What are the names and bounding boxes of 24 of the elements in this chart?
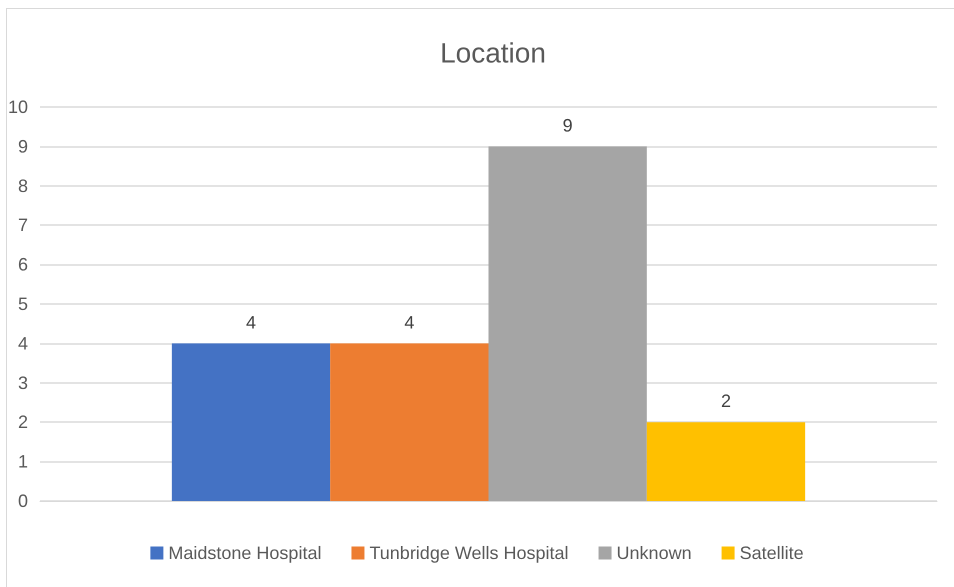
- y-tick-label: 5: [18, 294, 28, 314]
- legend-label: Tunbridge Wells Hospital: [369, 543, 569, 563]
- y-tick-label: 1: [18, 452, 28, 472]
- y-tick-label: 6: [18, 254, 28, 275]
- bar: [330, 343, 488, 501]
- bar: [646, 422, 806, 501]
- y-tick-label: 0: [18, 491, 28, 511]
- y-tick-label: 4: [18, 333, 28, 354]
- data-label: 4: [246, 312, 256, 332]
- data-label: 4: [404, 312, 414, 332]
- y-tick-label: 10: [8, 97, 28, 117]
- y-tick-label: 3: [18, 372, 28, 393]
- bar: [488, 146, 647, 501]
- legend-label: Satellite: [740, 543, 804, 563]
- data-label: 2: [720, 391, 731, 412]
- y-tick-label: 2: [18, 412, 28, 432]
- data-label: 9: [562, 115, 573, 136]
- y-tick-label: 7: [18, 215, 28, 236]
- legend-label: Unknown: [616, 543, 692, 563]
- y-tick-label: 9: [18, 136, 28, 156]
- legend-label: Maidstone Hospital: [168, 543, 322, 563]
- chart-title: Location: [440, 38, 546, 68]
- y-tick-label: 8: [18, 176, 28, 196]
- bar: [172, 343, 330, 501]
